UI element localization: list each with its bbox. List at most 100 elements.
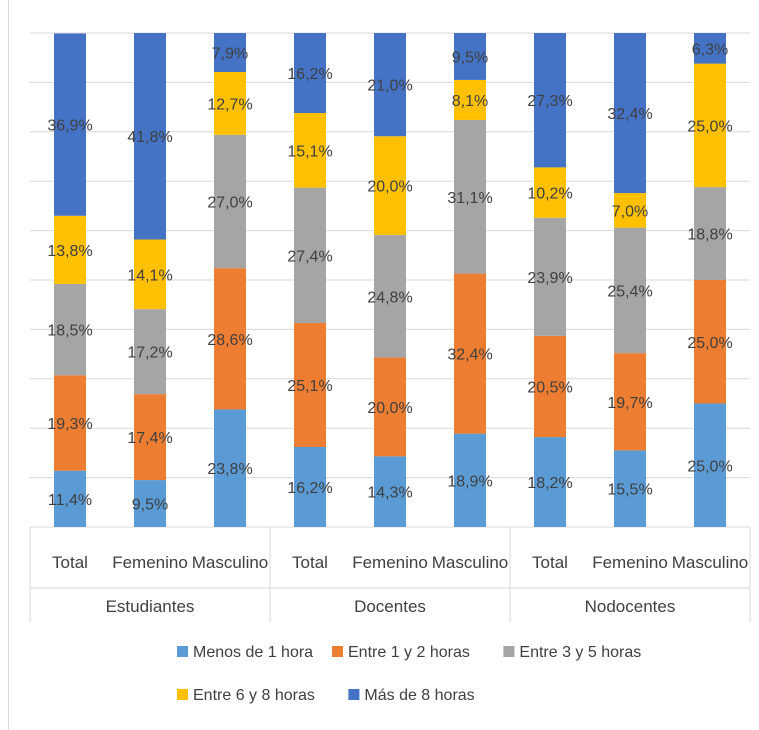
data-label: 27,4%: [287, 248, 332, 265]
bar-segment: [54, 33, 86, 216]
data-label: 24,8%: [367, 289, 412, 306]
data-label: 20,5%: [527, 379, 572, 396]
bar-segment: [534, 335, 566, 438]
data-label: 7,0%: [612, 203, 648, 220]
x-tick-label: Total: [532, 553, 568, 572]
data-label: 28,6%: [207, 332, 252, 349]
x-group-label: Estudiantes: [106, 597, 195, 616]
bar-segment: [134, 394, 166, 481]
bar-segment: [54, 283, 86, 376]
legend-item-label: Entre 6 y 8 horas: [193, 687, 315, 704]
data-label: 27,3%: [527, 93, 572, 110]
data-label: 23,9%: [527, 270, 572, 287]
bar-segment: [534, 217, 566, 336]
bar-segment: [454, 273, 486, 434]
data-label: 25,4%: [607, 283, 652, 300]
bar-segment: [534, 167, 566, 218]
bar-segment: [214, 72, 246, 135]
data-label: 12,7%: [207, 96, 252, 113]
bar-segment: [54, 470, 86, 527]
data-label: 32,4%: [607, 106, 652, 123]
bar-segment: [614, 227, 646, 354]
bar-segment: [134, 480, 166, 527]
bar-segment: [614, 33, 646, 194]
legend-swatch: [332, 646, 343, 657]
legend-item-label: Entre 3 y 5 horas: [519, 644, 641, 661]
data-label: 15,1%: [287, 143, 332, 160]
bar-segment: [694, 187, 726, 280]
bar-segment: [694, 33, 726, 64]
legend-item-label: Entre 1 y 2 horas: [348, 644, 470, 661]
x-tick-label: Masculino: [192, 553, 269, 572]
legend-swatch: [348, 689, 360, 700]
x-tick-label: Total: [292, 553, 328, 572]
data-label: 6,3%: [692, 41, 728, 58]
bar-segment: [534, 437, 566, 527]
bar-segment: [214, 33, 246, 73]
bar-segment: [374, 33, 406, 137]
bar-segment: [294, 33, 326, 114]
data-label: 36,9%: [47, 118, 92, 135]
legend-swatch: [177, 646, 188, 657]
data-label: 11,4%: [48, 492, 92, 509]
bar-segment: [294, 187, 326, 323]
bar-segment: [294, 446, 326, 527]
bar-segment: [454, 433, 486, 527]
data-label: 9,5%: [132, 497, 168, 514]
data-label: 9,5%: [452, 49, 488, 66]
bar-segment: [534, 33, 566, 168]
x-tick-label: Masculino: [672, 553, 749, 572]
bar-segment: [54, 375, 86, 471]
bar-segment: [374, 136, 406, 236]
x-group-label: Nodocentes: [585, 597, 676, 616]
bar-segment: [294, 113, 326, 188]
data-label: 20,0%: [367, 400, 412, 417]
legend-item-label: Más de 8 horas: [364, 687, 474, 704]
bar-segment: [294, 322, 326, 447]
bar-segment: [454, 119, 486, 274]
data-label: 25,0%: [687, 458, 732, 475]
data-label: 41,8%: [127, 129, 172, 146]
data-label: 25,0%: [687, 118, 732, 135]
bar-segment: [614, 193, 646, 228]
bar-segment: [214, 134, 246, 269]
bar-segment: [694, 63, 726, 188]
data-label: 23,8%: [207, 461, 252, 478]
bar-segment: [134, 33, 166, 240]
bar-segment: [454, 79, 486, 120]
data-label: 18,5%: [47, 323, 92, 340]
data-label: 14,3%: [367, 485, 412, 502]
x-tick-label: Femenino: [592, 553, 668, 572]
bar-segment: [214, 409, 246, 527]
data-label: 7,9%: [212, 46, 248, 63]
bar-segment: [694, 403, 726, 527]
data-label: 17,4%: [127, 430, 172, 447]
data-label: 17,2%: [127, 345, 172, 362]
legend-item-label: Menos de 1 hora: [193, 644, 313, 661]
bar-segment: [134, 309, 166, 395]
x-tick-label: Femenino: [112, 553, 188, 572]
data-label: 27,0%: [207, 194, 252, 211]
x-tick-label: Femenino: [352, 553, 428, 572]
bar-segment: [374, 235, 406, 358]
data-label: 16,2%: [287, 66, 332, 83]
data-label: 18,2%: [527, 475, 572, 492]
data-label: 21,0%: [367, 78, 412, 95]
bar-segment: [694, 280, 726, 404]
data-label: 10,2%: [527, 186, 572, 203]
data-label: 15,5%: [607, 482, 652, 499]
data-label: 31,1%: [447, 190, 492, 207]
data-label: 25,1%: [287, 378, 332, 395]
bar-segment: [374, 456, 406, 527]
data-label: 14,1%: [127, 267, 172, 284]
bar-segment: [454, 33, 486, 80]
legend-swatch: [177, 689, 188, 700]
data-label: 20,0%: [367, 179, 412, 196]
data-label: 18,9%: [447, 473, 492, 490]
bar-segment: [54, 215, 86, 284]
data-label: 16,2%: [287, 480, 332, 497]
bar-segment: [614, 450, 646, 527]
legend-swatch: [503, 646, 515, 657]
